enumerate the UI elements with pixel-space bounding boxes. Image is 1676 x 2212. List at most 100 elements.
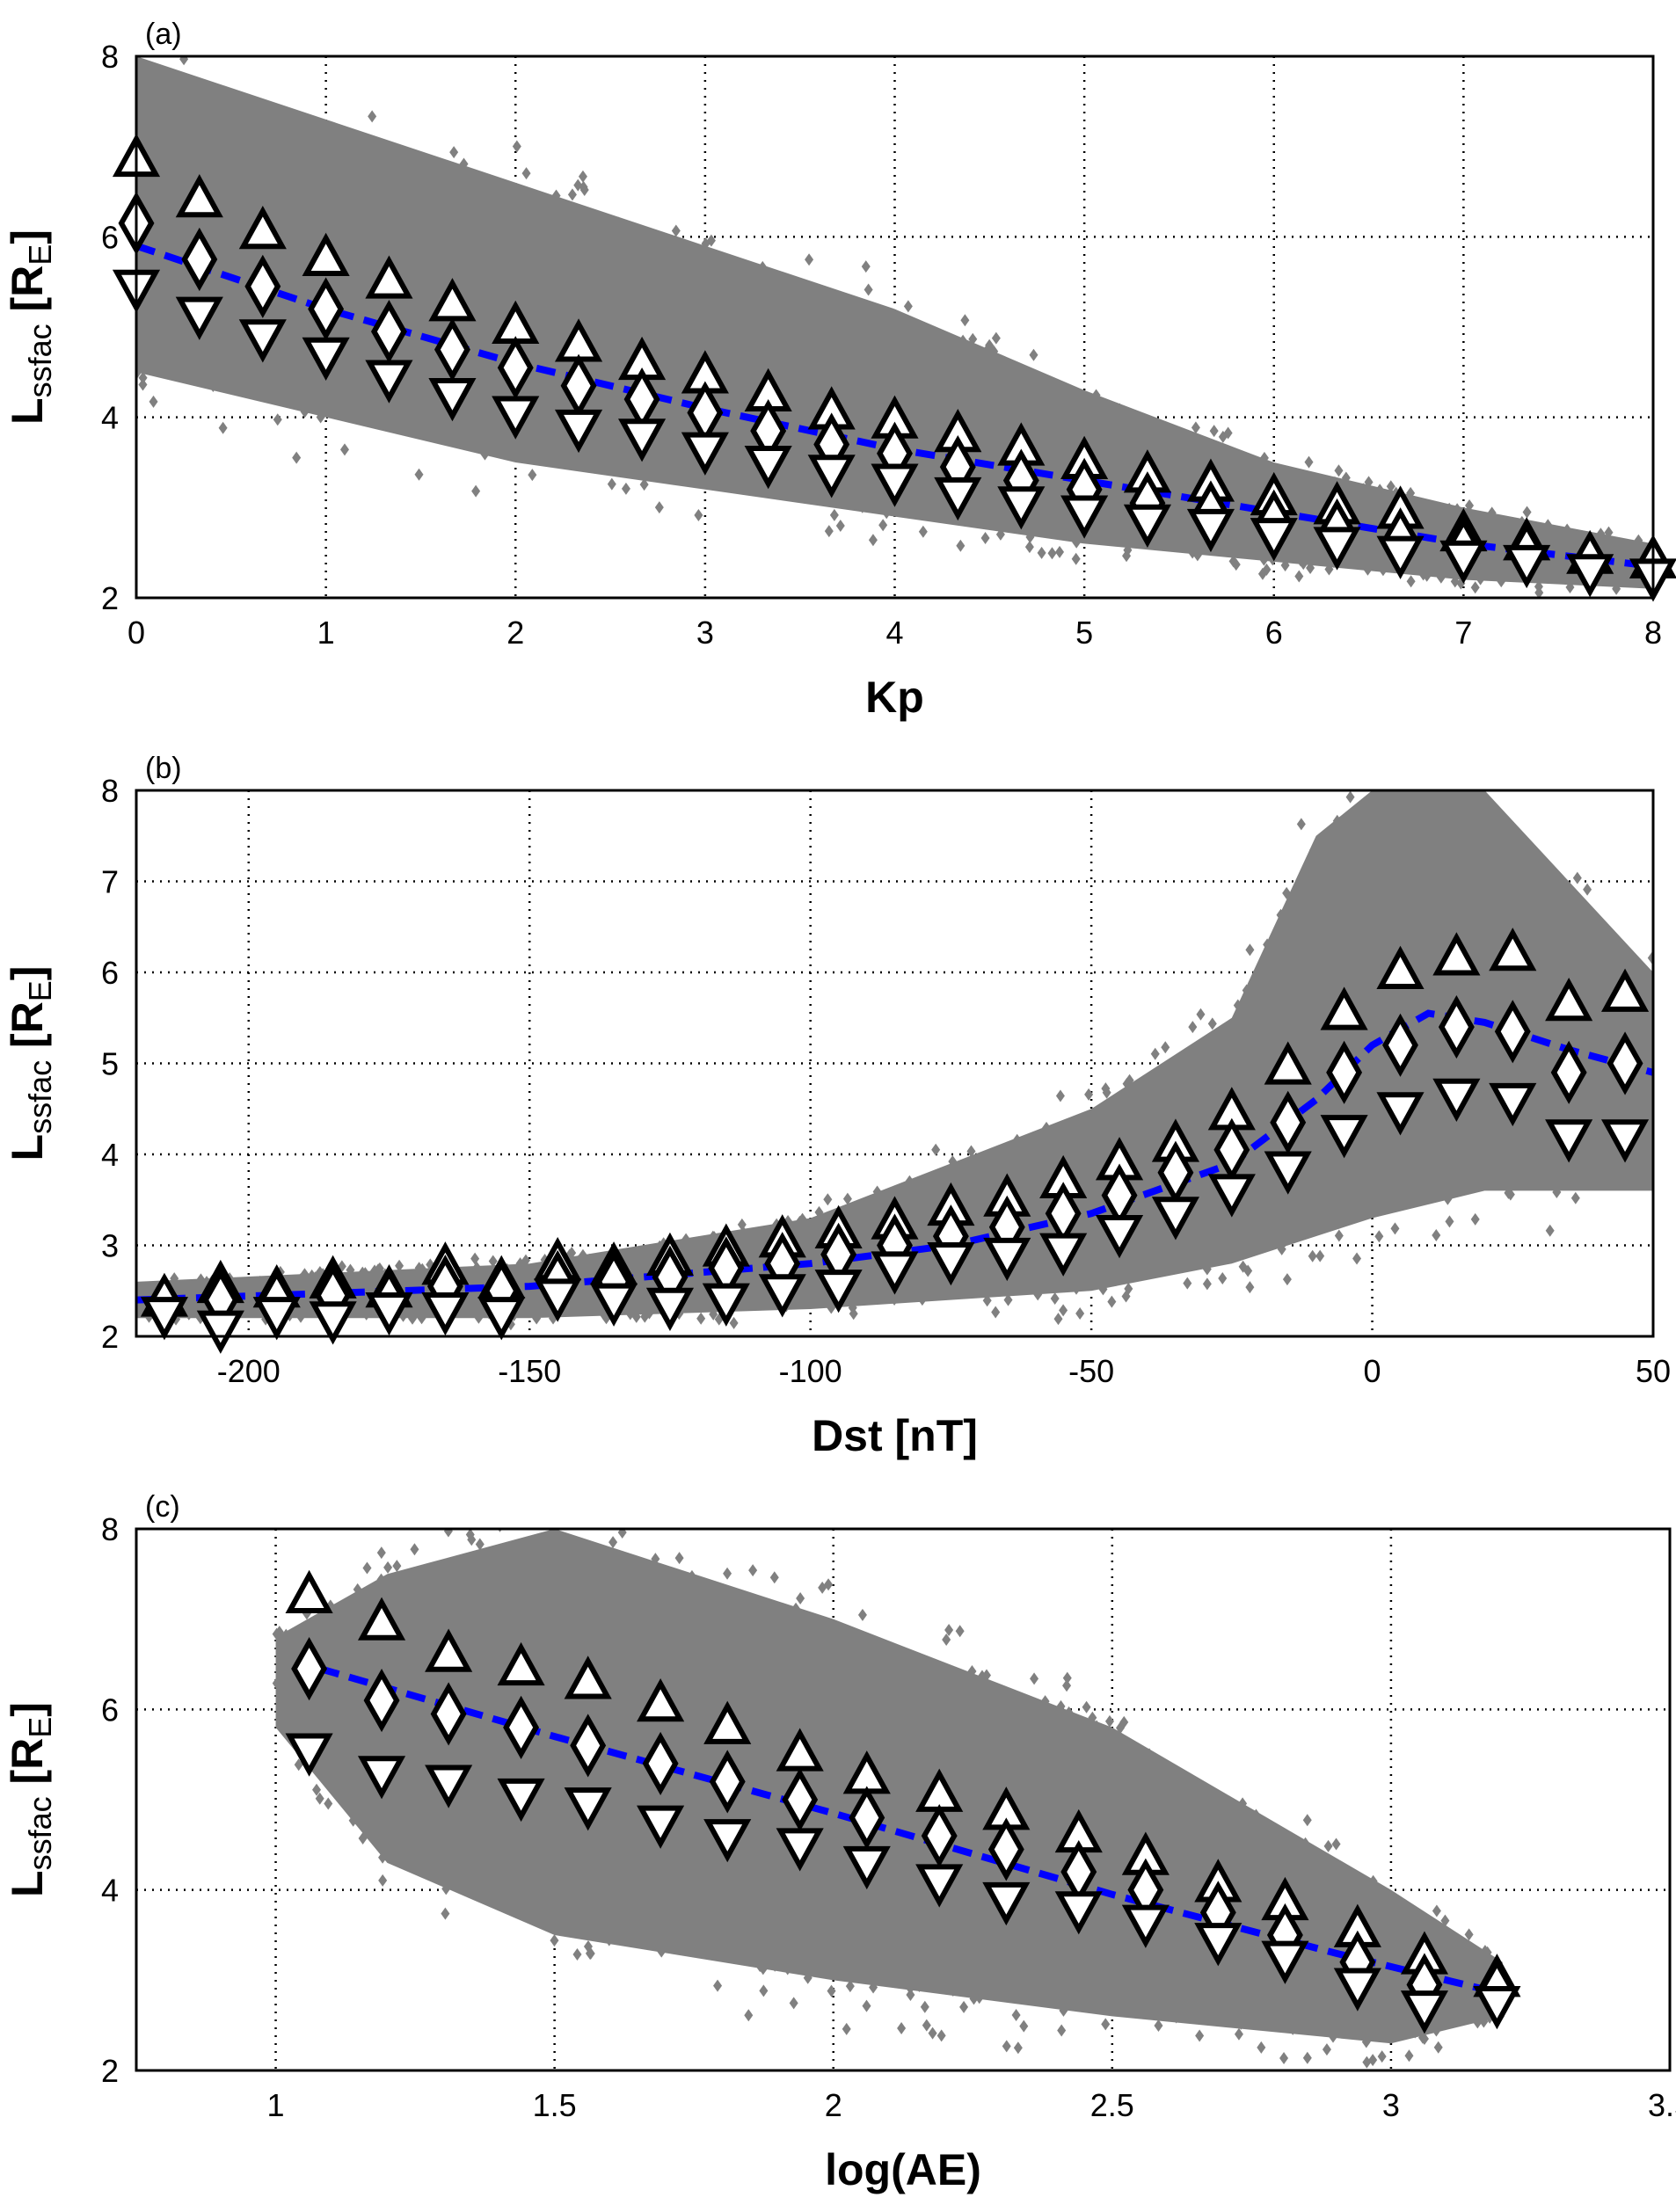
scatter-point <box>1302 2051 1312 2064</box>
scatter-point <box>489 1846 499 1859</box>
scatter-point <box>403 421 412 434</box>
scatter-point <box>1436 571 1446 584</box>
scatter-point <box>1042 1954 1052 1967</box>
x-tick-label: 2.5 <box>1090 2087 1134 2123</box>
scatter-point <box>1161 1041 1170 1054</box>
scatter-point <box>1640 982 1650 995</box>
scatter-point <box>157 171 166 184</box>
scatter-point <box>358 1266 368 1279</box>
scatter-point <box>1133 1107 1143 1120</box>
scatter-point <box>1431 557 1440 570</box>
lower-marker <box>1264 1151 1312 1195</box>
scatter-point <box>955 1961 965 1975</box>
scatter-point <box>1162 1999 1171 2012</box>
scatter-point <box>1131 1783 1140 1796</box>
lower-marker <box>927 1242 975 1286</box>
scatter-point <box>1050 1292 1060 1306</box>
scatter-point <box>471 484 481 498</box>
scatter-point <box>1634 963 1643 976</box>
lower-marker <box>1054 1891 1103 1935</box>
scatter-point <box>346 1683 356 1696</box>
lower-marker <box>1313 527 1361 571</box>
scatter-point <box>1215 1823 1225 1836</box>
lower-marker <box>477 1297 526 1341</box>
scatter-point <box>849 475 858 488</box>
scatter-point <box>1526 858 1535 871</box>
scatter-point <box>1252 1152 1262 1165</box>
scatter-point <box>349 245 359 258</box>
scatter-point <box>1154 2019 1163 2032</box>
lower-marker <box>196 1310 244 1354</box>
y-tick-label: 2 <box>101 1319 119 1355</box>
scatter-point <box>904 1278 914 1292</box>
scatter-point <box>1449 1143 1459 1156</box>
scatter-point <box>981 1767 991 1780</box>
scatter-point <box>752 1689 761 1702</box>
scatter-point <box>1223 426 1233 440</box>
scatter-point <box>587 237 596 251</box>
scatter-point <box>296 1310 306 1323</box>
y-axis-label-unit-open: [R <box>3 1738 52 1797</box>
scatter-point <box>363 1656 373 1670</box>
scatter-point <box>1403 1905 1412 1918</box>
scatter-point <box>647 1601 657 1614</box>
scatter-point <box>1296 818 1306 831</box>
scatter-point <box>1404 2049 1414 2063</box>
scatter-point <box>1371 1189 1381 1202</box>
scatter-point <box>618 287 628 301</box>
scatter-point <box>840 375 849 388</box>
scatter-point <box>638 1918 647 1932</box>
scatter-point <box>1155 1254 1164 1267</box>
scatter-point <box>1372 554 1381 567</box>
scatter-point <box>912 1284 922 1297</box>
scatter-point <box>804 412 813 426</box>
lower-marker <box>1503 544 1551 589</box>
scatter-point <box>798 406 807 419</box>
y-axis-label-unit-sub: E <box>22 244 58 266</box>
scatter-point <box>473 329 483 342</box>
scatter-point <box>683 1736 693 1750</box>
scatter-point <box>1029 348 1038 361</box>
scatter-point <box>1279 473 1289 486</box>
scatter-point <box>1053 1931 1063 1944</box>
scatter-point <box>1024 541 1034 554</box>
scatter-point <box>376 1546 386 1560</box>
scatter-point <box>1642 1175 1651 1188</box>
scatter-point <box>1489 1164 1498 1177</box>
scatter-point <box>921 1685 930 1699</box>
scatter-point <box>1277 1242 1286 1255</box>
scatter-point <box>1615 572 1625 586</box>
scatter-point <box>783 1661 793 1674</box>
scatter-point <box>161 292 171 305</box>
scatter-point <box>865 1677 875 1690</box>
scatter-point <box>1135 1178 1145 1191</box>
scatter-point <box>1534 580 1543 593</box>
scatter-point <box>1549 980 1559 993</box>
scatter-point <box>1592 1032 1601 1045</box>
scatter-point <box>1156 1120 1166 1133</box>
bin-markers <box>140 928 1650 1354</box>
scatter-point <box>1262 1895 1272 1909</box>
scatter-point <box>859 360 869 374</box>
scatter-point <box>246 115 256 128</box>
scatter-point <box>352 1715 361 1728</box>
scatter-point <box>922 505 932 518</box>
scatter-point <box>1465 1046 1475 1059</box>
scatter-point <box>776 1947 785 1961</box>
scatter-point <box>1238 1797 1248 1810</box>
scatter-point <box>958 1830 967 1844</box>
scatter-point <box>1184 1222 1193 1235</box>
scatter-point <box>1133 1967 1143 1980</box>
scatter-point <box>1124 1282 1133 1295</box>
scatter-point <box>941 1688 951 1701</box>
lower-marker <box>1489 1082 1537 1127</box>
scatter-point <box>441 1907 450 1920</box>
x-tick-label: 1.5 <box>533 2087 577 2123</box>
scatter-point <box>789 1997 798 2010</box>
scatter-point <box>416 1674 426 1687</box>
scatter-point <box>909 474 919 487</box>
scatter-point <box>849 359 859 372</box>
scatter-point <box>224 151 234 164</box>
lower-marker <box>1545 1119 1593 1163</box>
scatter-point <box>842 388 851 401</box>
